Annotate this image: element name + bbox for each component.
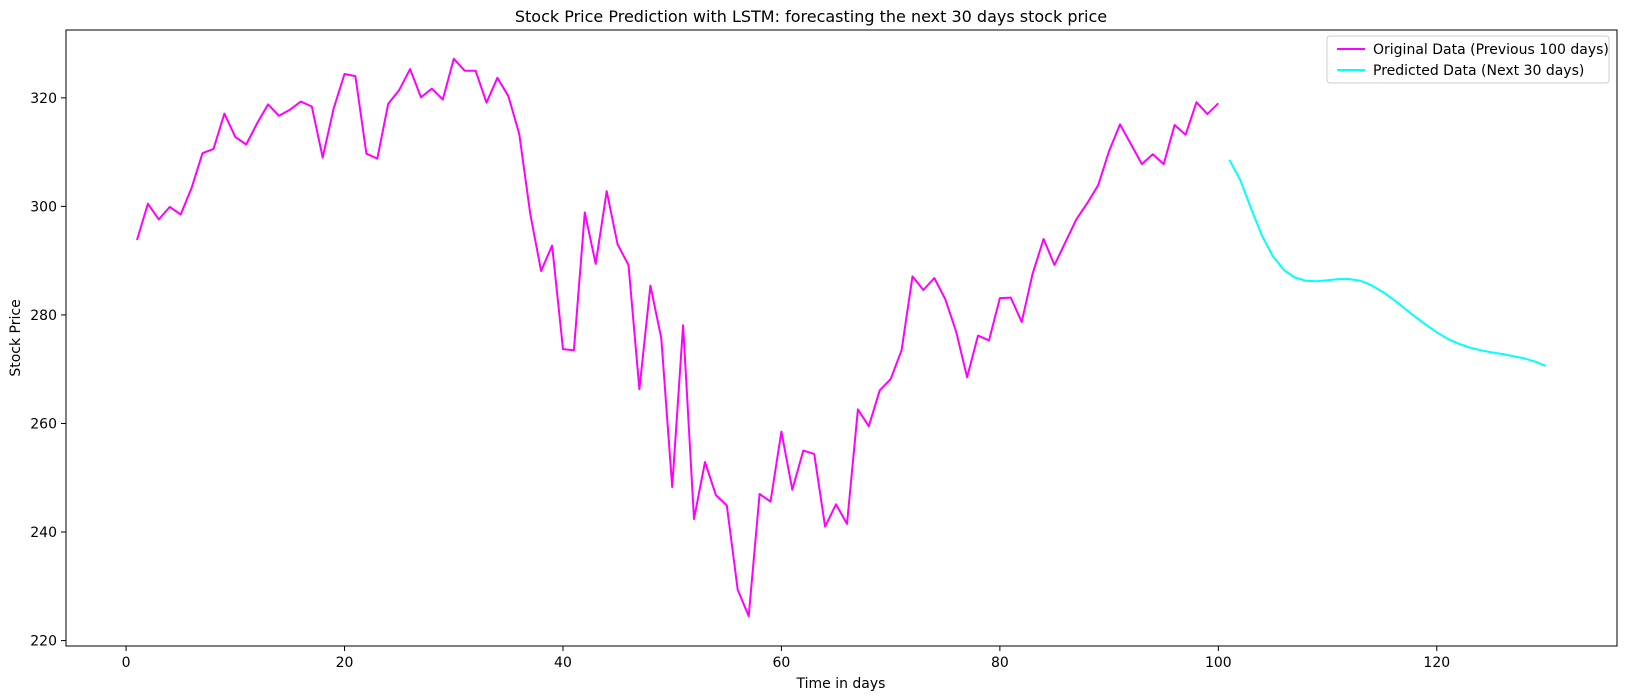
y-tick-label: 260 <box>30 416 57 432</box>
series-line-0 <box>136 57 1220 618</box>
legend-label-predicted: Predicted Data (Next 30 days) <box>1373 63 1584 79</box>
x-tick-label: 80 <box>991 655 1009 671</box>
chart-title: Stock Price Prediction with LSTM: foreca… <box>515 7 1107 26</box>
x-axis-label: Time in days <box>796 676 886 692</box>
x-tick-label: 100 <box>1205 655 1232 671</box>
legend-box <box>1326 35 1610 84</box>
y-axis: 220 240 260 280 300 320 <box>30 91 66 650</box>
axes-frame <box>65 29 1618 647</box>
y-tick-label: 240 <box>30 525 57 541</box>
legend-label-original: Original Data (Previous 100 days) <box>1373 42 1609 58</box>
x-tick-label: 120 <box>1423 655 1450 671</box>
y-axis-label: Stock Price <box>8 299 24 376</box>
x-tick-label: 0 <box>122 655 131 671</box>
series-line-1 <box>1228 159 1547 367</box>
x-tick-label: 40 <box>554 655 572 671</box>
legend: Original Data (Previous 100 days) Predic… <box>1326 35 1610 84</box>
x-tick-label: 60 <box>773 655 791 671</box>
plot-area <box>136 57 1547 618</box>
y-tick-label: 280 <box>30 308 57 324</box>
x-axis: 0 20 40 60 80 100 120 <box>122 646 1450 671</box>
y-tick-label: 320 <box>30 91 57 107</box>
y-tick-label: 300 <box>30 199 57 215</box>
x-tick-label: 20 <box>336 655 354 671</box>
y-tick-label: 220 <box>30 634 57 650</box>
